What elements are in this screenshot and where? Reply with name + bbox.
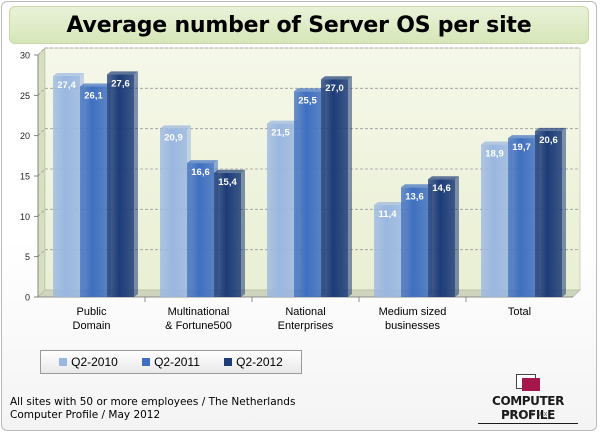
data-label-q2-2010-national-enterprises: 21,5	[271, 128, 290, 139]
data-label-q2-2011-medium-sized-businesses: 13,6	[405, 191, 424, 202]
gridline-side	[37, 128, 46, 136]
bar-q2-2010-medium-sized-businesses-top	[374, 202, 405, 206]
bar-q2-2012-medium-sized-businesses	[428, 179, 455, 297]
data-label-q2-2011-national-enterprises: 25,5	[298, 95, 317, 106]
bar-q2-2012-national-enterprises	[321, 79, 348, 297]
data-label-q2-2010-medium-sized-businesses: 11,4	[379, 209, 398, 220]
gridline-side	[37, 47, 46, 56]
legend-label-q2-2010: Q2-2010	[71, 355, 118, 369]
data-label-q2-2012-multinational-fortune500: 15,4	[218, 177, 237, 188]
x-category-label-national-enterprises: National Enterprises	[278, 306, 334, 332]
bar-q2-2010-public-domain-top	[53, 72, 84, 76]
x-category-label-multinational-fortune500: Multinational & Fortune500	[165, 306, 232, 332]
legend: Q2-2010 Q2-2011 Q2-2012	[40, 350, 302, 374]
y-tick-label: 20	[20, 131, 30, 141]
gridline-side	[37, 249, 46, 257]
data-label-q2-2012-public-domain: 27,6	[111, 78, 130, 89]
plot-side-wall	[37, 47, 46, 298]
legend-label-q2-2012: Q2-2012	[236, 355, 283, 369]
logo-name: COMPUTER PROFILE	[478, 394, 578, 424]
x-category-label-medium-sized-businesses: Medium sized businesses	[379, 306, 447, 332]
legend-label-q2-2011: Q2-2011	[154, 355, 200, 369]
y-tick-label: 15	[20, 172, 30, 182]
bar-q2-2011-multinational-fortune500	[187, 163, 214, 297]
data-label-q2-2012-medium-sized-businesses: 14,6	[432, 183, 451, 194]
bar-q2-2010-national-enterprises-top	[267, 120, 298, 124]
bar-q2-2012-public-domain	[107, 74, 134, 297]
data-label-q2-2011-total: 19,7	[512, 142, 531, 153]
bar-q2-2012-total-top	[535, 127, 566, 131]
y-tick-label: 0	[25, 293, 30, 303]
legend-swatch-q2-2011	[142, 358, 151, 366]
gridline-side	[37, 209, 46, 217]
bar-q2-2011-public-domain-top	[80, 83, 111, 87]
title-banner: Average number of Server OS per site	[9, 6, 589, 44]
gridline-side	[37, 88, 46, 96]
data-label-q2-2012-national-enterprises: 27,0	[325, 83, 344, 94]
x-category-label-total: Total	[508, 306, 531, 318]
bar-q2-2012-medium-sized-businesses-side	[455, 176, 459, 297]
legend-item-q2-2012: Q2-2012	[224, 355, 283, 369]
bar-q2-2012-national-enterprises-top	[321, 76, 352, 80]
data-label-q2-2011-public-domain: 26,1	[84, 90, 103, 101]
legend-swatch-q2-2010	[59, 358, 68, 366]
bar-q2-2011-medium-sized-businesses	[401, 187, 428, 297]
bar-q2-2010-national-enterprises	[267, 123, 294, 297]
footnote-line-2: Computer Profile / May 2012	[10, 409, 161, 421]
data-label-q2-2010-multinational-fortune500: 20,9	[164, 132, 183, 143]
legend-item-q2-2010: Q2-2010	[59, 355, 118, 369]
y-tick-label: 30	[20, 51, 30, 61]
bar-q2-2012-public-domain-top	[107, 71, 138, 75]
bar-q2-2011-national-enterprises-top	[294, 88, 325, 92]
y-tick-label: 25	[20, 91, 30, 101]
bar-q2-2011-total	[508, 138, 535, 297]
bar-q2-2012-national-enterprises-side	[348, 76, 352, 297]
bar-q2-2012-multinational-fortune500	[214, 172, 241, 297]
footnote-line-1: All sites with 50 or more employees / Th…	[10, 396, 296, 408]
bar-q2-2012-medium-sized-businesses-top	[428, 176, 459, 180]
y-tick-label: 10	[20, 212, 30, 222]
bar-q2-2011-total-top	[508, 135, 539, 139]
bar-q2-2012-total	[535, 130, 562, 297]
data-label-q2-2010-total: 18,9	[485, 149, 504, 160]
bar-q2-2010-total	[481, 144, 508, 297]
data-label-q2-2012-total: 20,6	[539, 135, 558, 146]
bar-q2-2011-public-domain	[80, 86, 107, 298]
data-label-q2-2011-multinational-fortune500: 16,6	[191, 167, 210, 178]
legend-item-q2-2011: Q2-2011	[142, 355, 200, 369]
bar-q2-2011-medium-sized-businesses-top	[401, 184, 432, 188]
bar-q2-2010-multinational-fortune500	[160, 128, 187, 297]
bar-q2-2010-multinational-fortune500-top	[160, 125, 191, 129]
bar-q2-2011-multinational-fortune500-top	[187, 160, 218, 164]
bar-q2-2010-public-domain	[53, 75, 80, 298]
bar-q2-2012-multinational-fortune500-top	[214, 169, 245, 173]
logo-mark-icon	[516, 374, 542, 392]
logo-sub: BENELUX	[505, 412, 551, 418]
x-category-label-public-domain: Public Domain	[73, 306, 111, 332]
bar-q2-2012-total-side	[562, 127, 566, 298]
bar-q2-2010-medium-sized-businesses	[374, 205, 401, 297]
data-label-q2-2010-public-domain: 27,4	[57, 80, 76, 91]
footnote: All sites with 50 or more employees / Th…	[10, 396, 295, 422]
y-tick-label: 5	[25, 252, 30, 262]
chart-title: Average number of Server OS per site	[66, 12, 532, 38]
bar-q2-2012-public-domain-side	[134, 71, 138, 297]
gridline-side	[37, 168, 46, 177]
company-logo: COMPUTER PROFILE BENELUX	[478, 372, 578, 424]
bar-q2-2010-total-top	[481, 141, 512, 145]
bar-q2-2012-multinational-fortune500-side	[241, 169, 245, 297]
legend-swatch-q2-2012	[224, 358, 233, 366]
bar-q2-2011-national-enterprises	[294, 91, 321, 297]
